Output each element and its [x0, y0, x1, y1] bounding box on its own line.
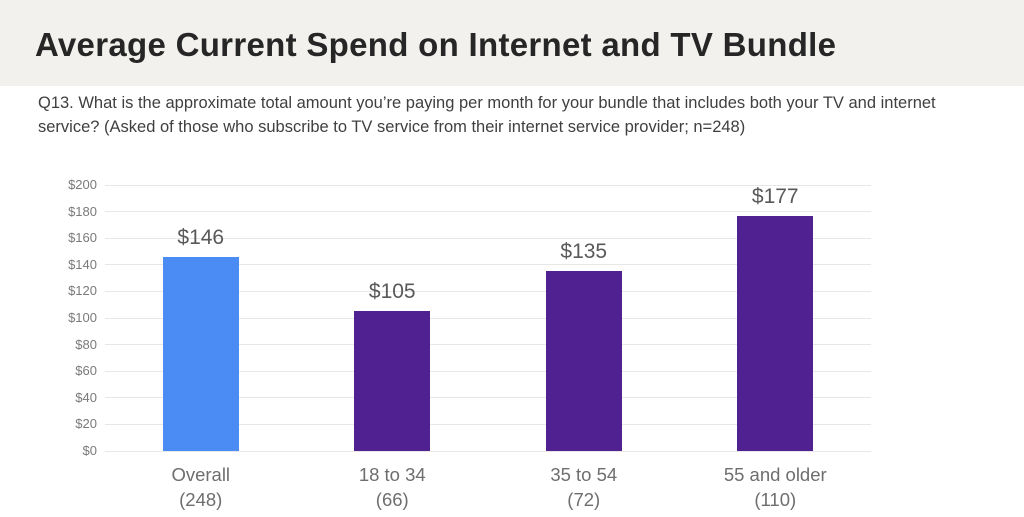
- y-axis-tick-label: $160: [68, 230, 97, 246]
- y-axis-tick-label: $120: [68, 283, 97, 299]
- gridline: [105, 237, 871, 239]
- y-axis-tick-label: $0: [82, 443, 97, 458]
- gridline: [105, 317, 871, 319]
- category-name: Overall: [171, 464, 231, 485]
- gridline: [105, 290, 871, 292]
- bar-value-label: $105: [368, 280, 416, 304]
- gridline: [105, 370, 871, 372]
- x-axis-category-label: 18 to 34 (66): [302, 462, 482, 512]
- category-name: 18 to 34: [358, 464, 426, 485]
- y-axis-tick-label: $40: [75, 389, 97, 405]
- gridline: [105, 184, 871, 186]
- category-count: (248): [179, 489, 223, 510]
- bar-35-to-54: [545, 271, 622, 451]
- gridline: [105, 423, 871, 425]
- bar-value-label: $177: [751, 184, 799, 208]
- category-count: (110): [754, 489, 797, 510]
- gridline: [105, 397, 871, 399]
- category-name: 55 and older: [723, 464, 827, 485]
- category-count: (66): [375, 489, 409, 510]
- category-name: 35 to 54: [550, 464, 618, 485]
- x-axis-category-label: Overall (248): [111, 462, 291, 512]
- page-title: Average Current Spend on Internet and TV…: [35, 26, 837, 63]
- gridline: [105, 264, 871, 266]
- category-count: (72): [567, 489, 601, 510]
- header-band: [0, 0, 1024, 86]
- y-axis-tick-label: $140: [68, 256, 97, 272]
- y-axis-tick-label: $200: [68, 177, 97, 192]
- gridline: [105, 450, 871, 452]
- bar-18-to-34: [354, 311, 431, 451]
- bar-value-label: $135: [560, 240, 608, 264]
- y-axis-tick-label: $100: [68, 310, 97, 325]
- bar-overall: [162, 256, 239, 451]
- x-axis-category-label: 35 to 54 (72): [494, 462, 674, 512]
- y-axis-tick-label: $80: [75, 336, 97, 352]
- bar-55-and-older: [737, 215, 814, 451]
- y-axis-tick-label: $60: [75, 363, 97, 379]
- y-axis-tick-label: $180: [68, 203, 97, 219]
- x-axis-category-label: 55 and older (110): [685, 462, 865, 512]
- y-axis-tick-label: $20: [75, 416, 97, 432]
- gridline: [105, 211, 871, 213]
- gridline: [105, 344, 871, 346]
- survey-question-text: Q13. What is the approximate total amoun…: [38, 94, 936, 136]
- bar-value-label: $146: [177, 225, 225, 249]
